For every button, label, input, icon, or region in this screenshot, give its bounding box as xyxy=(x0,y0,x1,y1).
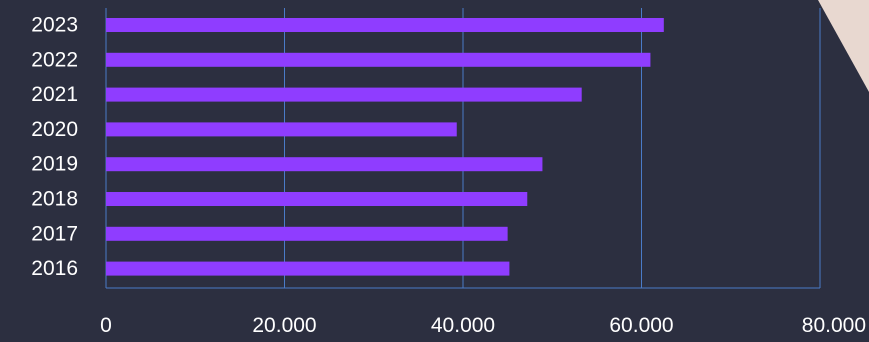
y-tick-label-2021: 2021 xyxy=(31,83,78,106)
y-tick-label-2018: 2018 xyxy=(31,188,78,211)
x-tick-label: 80.000 xyxy=(802,314,866,337)
x-tick-label: 60.000 xyxy=(609,314,673,337)
bar-2017 xyxy=(106,226,508,241)
bar-2019 xyxy=(106,157,543,172)
x-tick-label: 0 xyxy=(100,314,112,337)
x-tick-label: 40.000 xyxy=(431,314,495,337)
bar-2020 xyxy=(106,122,457,137)
y-tick-label-2020: 2020 xyxy=(31,118,78,141)
x-tick-label: 20.000 xyxy=(252,314,316,337)
bar-2023 xyxy=(106,18,664,32)
bar-2021 xyxy=(106,87,582,102)
gridlines xyxy=(105,8,821,289)
y-tick-label-2022: 2022 xyxy=(31,48,78,71)
bar-2016 xyxy=(106,261,510,276)
bar-2018 xyxy=(106,192,528,206)
y-tick-label-2019: 2019 xyxy=(31,153,78,176)
y-axis-labels: 2023 2022 2021 2020 2019 2018 2017 2016 xyxy=(31,14,78,281)
x-axis-labels: 0 20.000 40.000 60.000 80.000 xyxy=(100,314,866,337)
bar-2022 xyxy=(106,52,651,67)
decorative-corner-shape xyxy=(818,0,869,92)
y-tick-label-2016: 2016 xyxy=(31,257,78,280)
y-tick-label-2017: 2017 xyxy=(31,222,78,245)
bars xyxy=(106,18,664,276)
y-tick-label-2023: 2023 xyxy=(31,14,78,37)
